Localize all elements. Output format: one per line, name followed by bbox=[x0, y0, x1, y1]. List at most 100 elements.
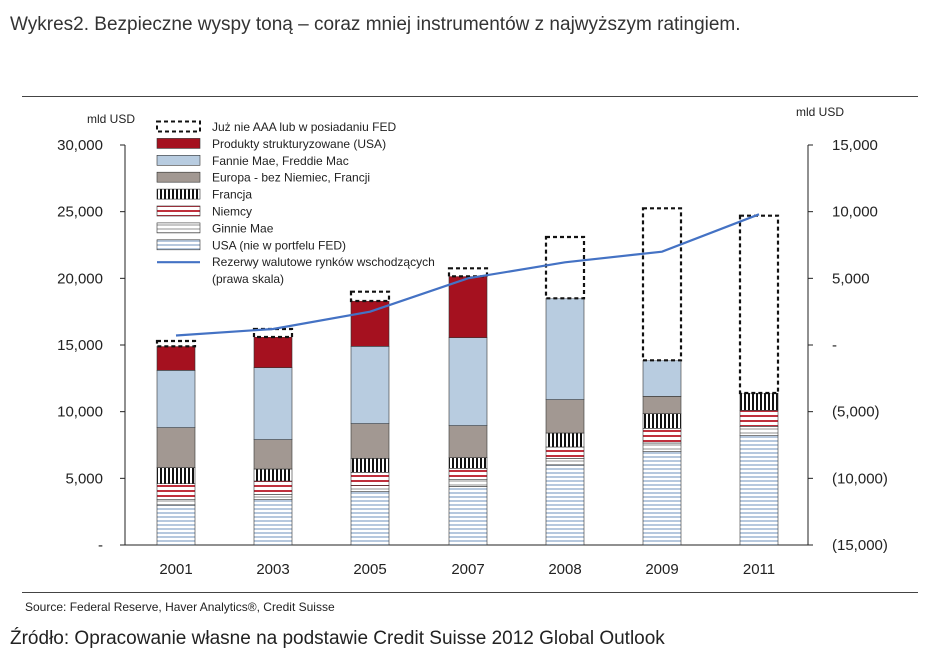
bar-segment bbox=[156, 370, 196, 428]
bar-segment bbox=[350, 472, 390, 486]
bar-segment bbox=[253, 480, 293, 495]
bar-segment bbox=[155, 339, 197, 348]
bar-segment bbox=[253, 367, 293, 440]
left-tick-label: 30,000 bbox=[57, 137, 103, 154]
bars-layer bbox=[155, 207, 780, 546]
bar-segment bbox=[349, 290, 391, 303]
bar-segment bbox=[739, 392, 779, 411]
left-axis-unit: mld USD bbox=[87, 112, 135, 126]
x-tick-label: 2003 bbox=[256, 561, 289, 578]
source-note: Source: Federal Reserve, Haver Analytics… bbox=[25, 600, 335, 614]
bar-segment bbox=[545, 298, 585, 400]
right-tick-label: - bbox=[832, 337, 837, 354]
legend-label: Rezerwy walutowe rynków wschodzących bbox=[212, 255, 435, 269]
legend-label: Francja bbox=[212, 188, 252, 202]
footer-note: Źródło: Opracowanie własne na podstawie … bbox=[10, 628, 665, 649]
right-axis-unit: mld USD bbox=[796, 105, 844, 119]
legend-swatch bbox=[156, 239, 201, 251]
bar-segment bbox=[448, 425, 488, 458]
bar-segment bbox=[253, 499, 293, 546]
bar-segment bbox=[447, 267, 489, 278]
bar-segment bbox=[350, 491, 390, 546]
bar-segment bbox=[253, 439, 293, 470]
bar-segment bbox=[641, 207, 683, 362]
left-tick-label: 15,000 bbox=[57, 337, 103, 354]
x-tick-label: 2009 bbox=[645, 561, 678, 578]
legend-label: Produkty strukturyzowane (USA) bbox=[212, 137, 386, 151]
bar-segment bbox=[739, 426, 779, 436]
bar-segment bbox=[642, 428, 682, 444]
legend-layer: Już nie AAA lub w posiadaniu FED Produkty… bbox=[156, 120, 435, 286]
x-tick-label: 2011 bbox=[743, 561, 775, 578]
bar-segment bbox=[448, 468, 488, 480]
legend-label: Ginnie Mae bbox=[212, 221, 274, 235]
bar-segment bbox=[156, 346, 196, 371]
right-tick-label: 15,000 bbox=[832, 137, 878, 154]
legend-label: USA (nie w portfelu FED) bbox=[212, 238, 346, 252]
bar-segment bbox=[642, 396, 682, 414]
left-tick-label: - bbox=[98, 537, 103, 554]
line-layer bbox=[175, 213, 760, 337]
bar-segment bbox=[739, 410, 779, 427]
legend-label: Niemcy bbox=[212, 205, 252, 219]
x-tick-label: 2005 bbox=[353, 561, 386, 578]
page-title: Wykres2. Bezpieczne wyspy toną – coraz m… bbox=[10, 14, 741, 35]
left-tick-label: 25,000 bbox=[57, 204, 103, 221]
right-tick-label: (5,000) bbox=[832, 404, 880, 421]
bar-segment bbox=[350, 423, 390, 459]
bar-segment bbox=[545, 399, 585, 434]
bar-segment bbox=[156, 467, 196, 484]
bar-segment bbox=[156, 483, 196, 500]
legend-swatch bbox=[156, 171, 201, 183]
right-tick-label: 5,000 bbox=[832, 270, 870, 287]
bar-segment bbox=[739, 435, 779, 546]
bar-segment bbox=[642, 451, 682, 546]
bar-segment bbox=[545, 446, 585, 459]
bar-segment bbox=[350, 458, 390, 473]
bar-segment bbox=[253, 494, 293, 500]
bottom-rule bbox=[22, 592, 918, 593]
x-tick-label: 2007 bbox=[451, 561, 484, 578]
right-tick-label: (15,000) bbox=[832, 537, 888, 554]
bar-segment bbox=[642, 413, 682, 429]
bar-segment bbox=[448, 276, 488, 338]
legend-swatch bbox=[156, 155, 201, 166]
bar-segment bbox=[253, 468, 293, 482]
legend-swatch bbox=[156, 222, 201, 234]
bar-segment bbox=[545, 432, 585, 448]
bar-segment bbox=[545, 464, 585, 546]
legend-swatch bbox=[156, 205, 201, 217]
legend-swatch bbox=[156, 120, 201, 133]
bar-segment bbox=[642, 360, 682, 397]
reserves-line bbox=[175, 213, 760, 337]
left-tick-label: 5,000 bbox=[65, 470, 103, 487]
legend-swatch bbox=[156, 138, 201, 149]
legend-swatch bbox=[156, 188, 201, 200]
bar-segment bbox=[448, 337, 488, 426]
bar-segment bbox=[642, 442, 682, 452]
left-tick-label: 20,000 bbox=[57, 270, 103, 287]
bar-segment bbox=[156, 427, 196, 468]
legend-label: Fannie Mae, Freddie Mac bbox=[212, 154, 349, 168]
bar-segment bbox=[156, 504, 196, 546]
labels-layer: 2001 2003 2005 2007 2008 2009 2011 bbox=[159, 561, 775, 578]
legend-label: Europa - bez Niemiec, Francji bbox=[212, 171, 370, 185]
axes-layer: - 5,000 10,000 15,000 20,000 25,000 30,000 (15,… bbox=[57, 105, 888, 554]
bar-segment bbox=[544, 235, 586, 300]
bar-segment bbox=[156, 499, 196, 506]
bar-segment bbox=[350, 485, 390, 492]
bar-segment bbox=[252, 327, 294, 339]
bar-segment bbox=[738, 214, 780, 395]
left-tick-label: 10,000 bbox=[57, 404, 103, 421]
bar-segment bbox=[545, 458, 585, 466]
bar-segment bbox=[448, 457, 488, 469]
legend-label: Już nie AAA lub w posiadaniu FED bbox=[212, 120, 396, 134]
x-tick-label: 2001 bbox=[159, 561, 192, 578]
legend-label: (prawa skala) bbox=[212, 272, 284, 286]
bar-segment bbox=[448, 479, 488, 487]
right-tick-label: 10,000 bbox=[832, 204, 878, 221]
right-tick-label: (10,000) bbox=[832, 470, 888, 487]
bar-segment bbox=[350, 346, 390, 424]
bar-segment bbox=[253, 336, 293, 368]
